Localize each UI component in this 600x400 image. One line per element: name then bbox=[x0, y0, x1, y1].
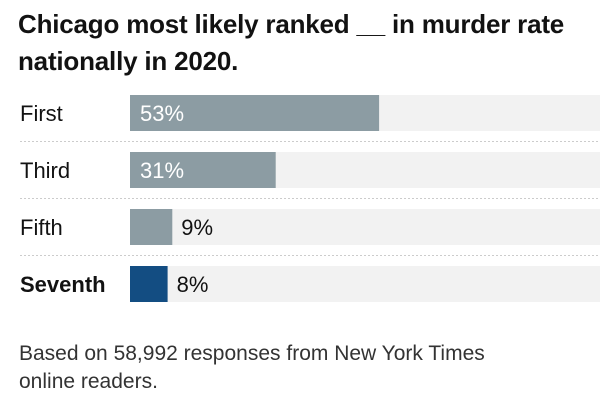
bar-chart: First 53% Third 31% Fifth 9% Seventh 8% bbox=[20, 95, 600, 302]
value-label: 53% bbox=[140, 101, 184, 126]
category-label: Seventh bbox=[20, 272, 106, 297]
category-label: Fifth bbox=[20, 215, 63, 240]
category-label: First bbox=[20, 101, 63, 126]
bar-first bbox=[130, 95, 380, 131]
bar-track bbox=[130, 266, 600, 302]
chart-title: Chicago most likely ranked __ in murder … bbox=[18, 6, 600, 80]
bar-third bbox=[130, 152, 276, 188]
bar-seventh bbox=[130, 266, 168, 302]
value-label: 31% bbox=[140, 158, 184, 183]
bar-fifth bbox=[130, 209, 173, 245]
chart-footnote: Based on 58,992 responses from New York … bbox=[19, 340, 589, 396]
bar-track bbox=[130, 209, 600, 245]
chart-title-line-2: nationally in 2020. bbox=[18, 46, 239, 76]
value-label: 9% bbox=[181, 215, 213, 240]
chart-footnote-line-1: Based on 58,992 responses from New York … bbox=[19, 342, 485, 365]
chart-title-line-1: Chicago most likely ranked __ in murder … bbox=[18, 9, 565, 39]
value-label: 8% bbox=[177, 272, 209, 297]
chart-footnote-line-2: online readers. bbox=[19, 370, 158, 393]
category-label: Third bbox=[20, 158, 70, 183]
